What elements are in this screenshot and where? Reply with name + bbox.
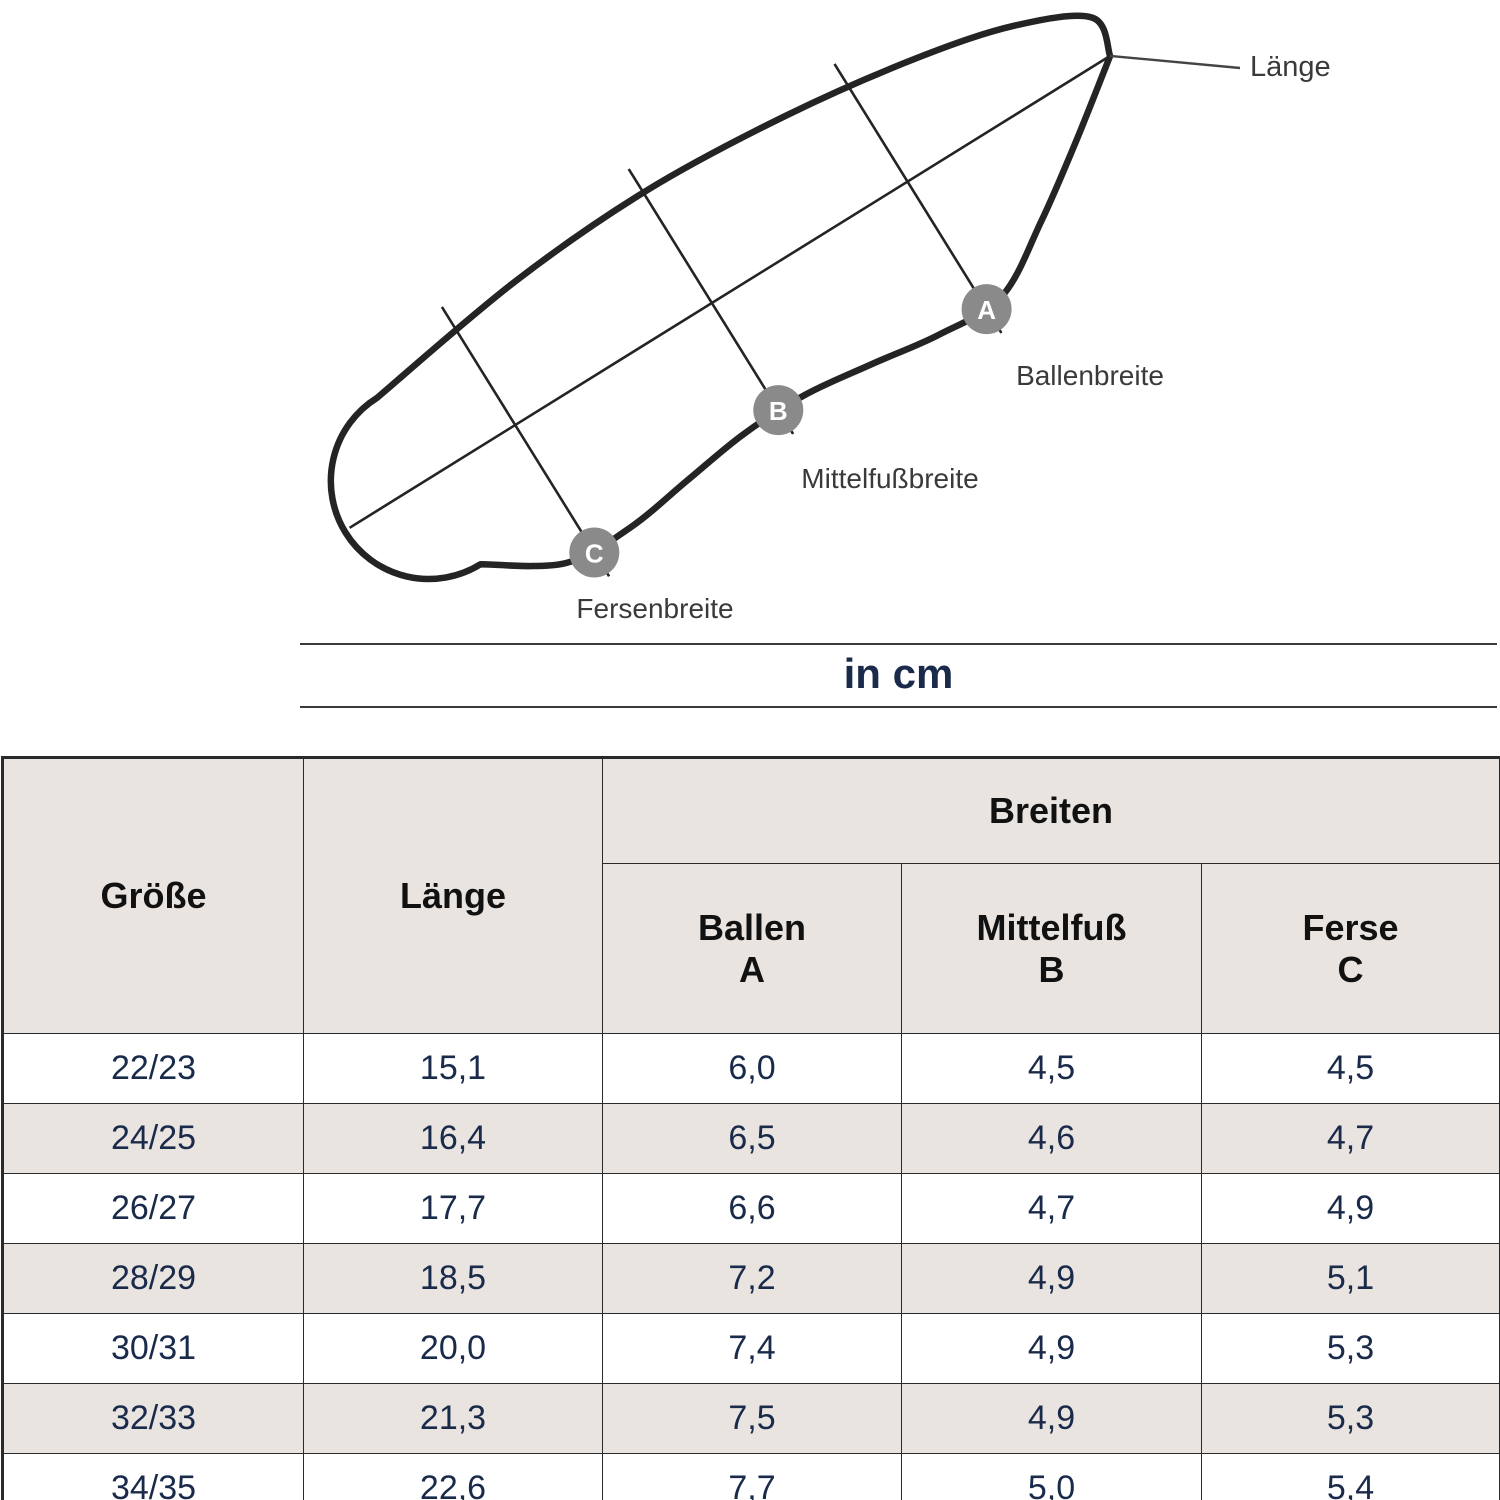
svg-text:Länge: Länge [1250, 51, 1331, 83]
svg-text:Fersenbreite: Fersenbreite [576, 593, 733, 624]
svg-text:Ballenbreite: Ballenbreite [1016, 360, 1164, 391]
svg-text:B: B [769, 396, 788, 426]
svg-text:A: A [977, 295, 996, 325]
svg-text:Mittelfußbreite: Mittelfußbreite [801, 463, 978, 494]
svg-text:C: C [585, 539, 604, 569]
